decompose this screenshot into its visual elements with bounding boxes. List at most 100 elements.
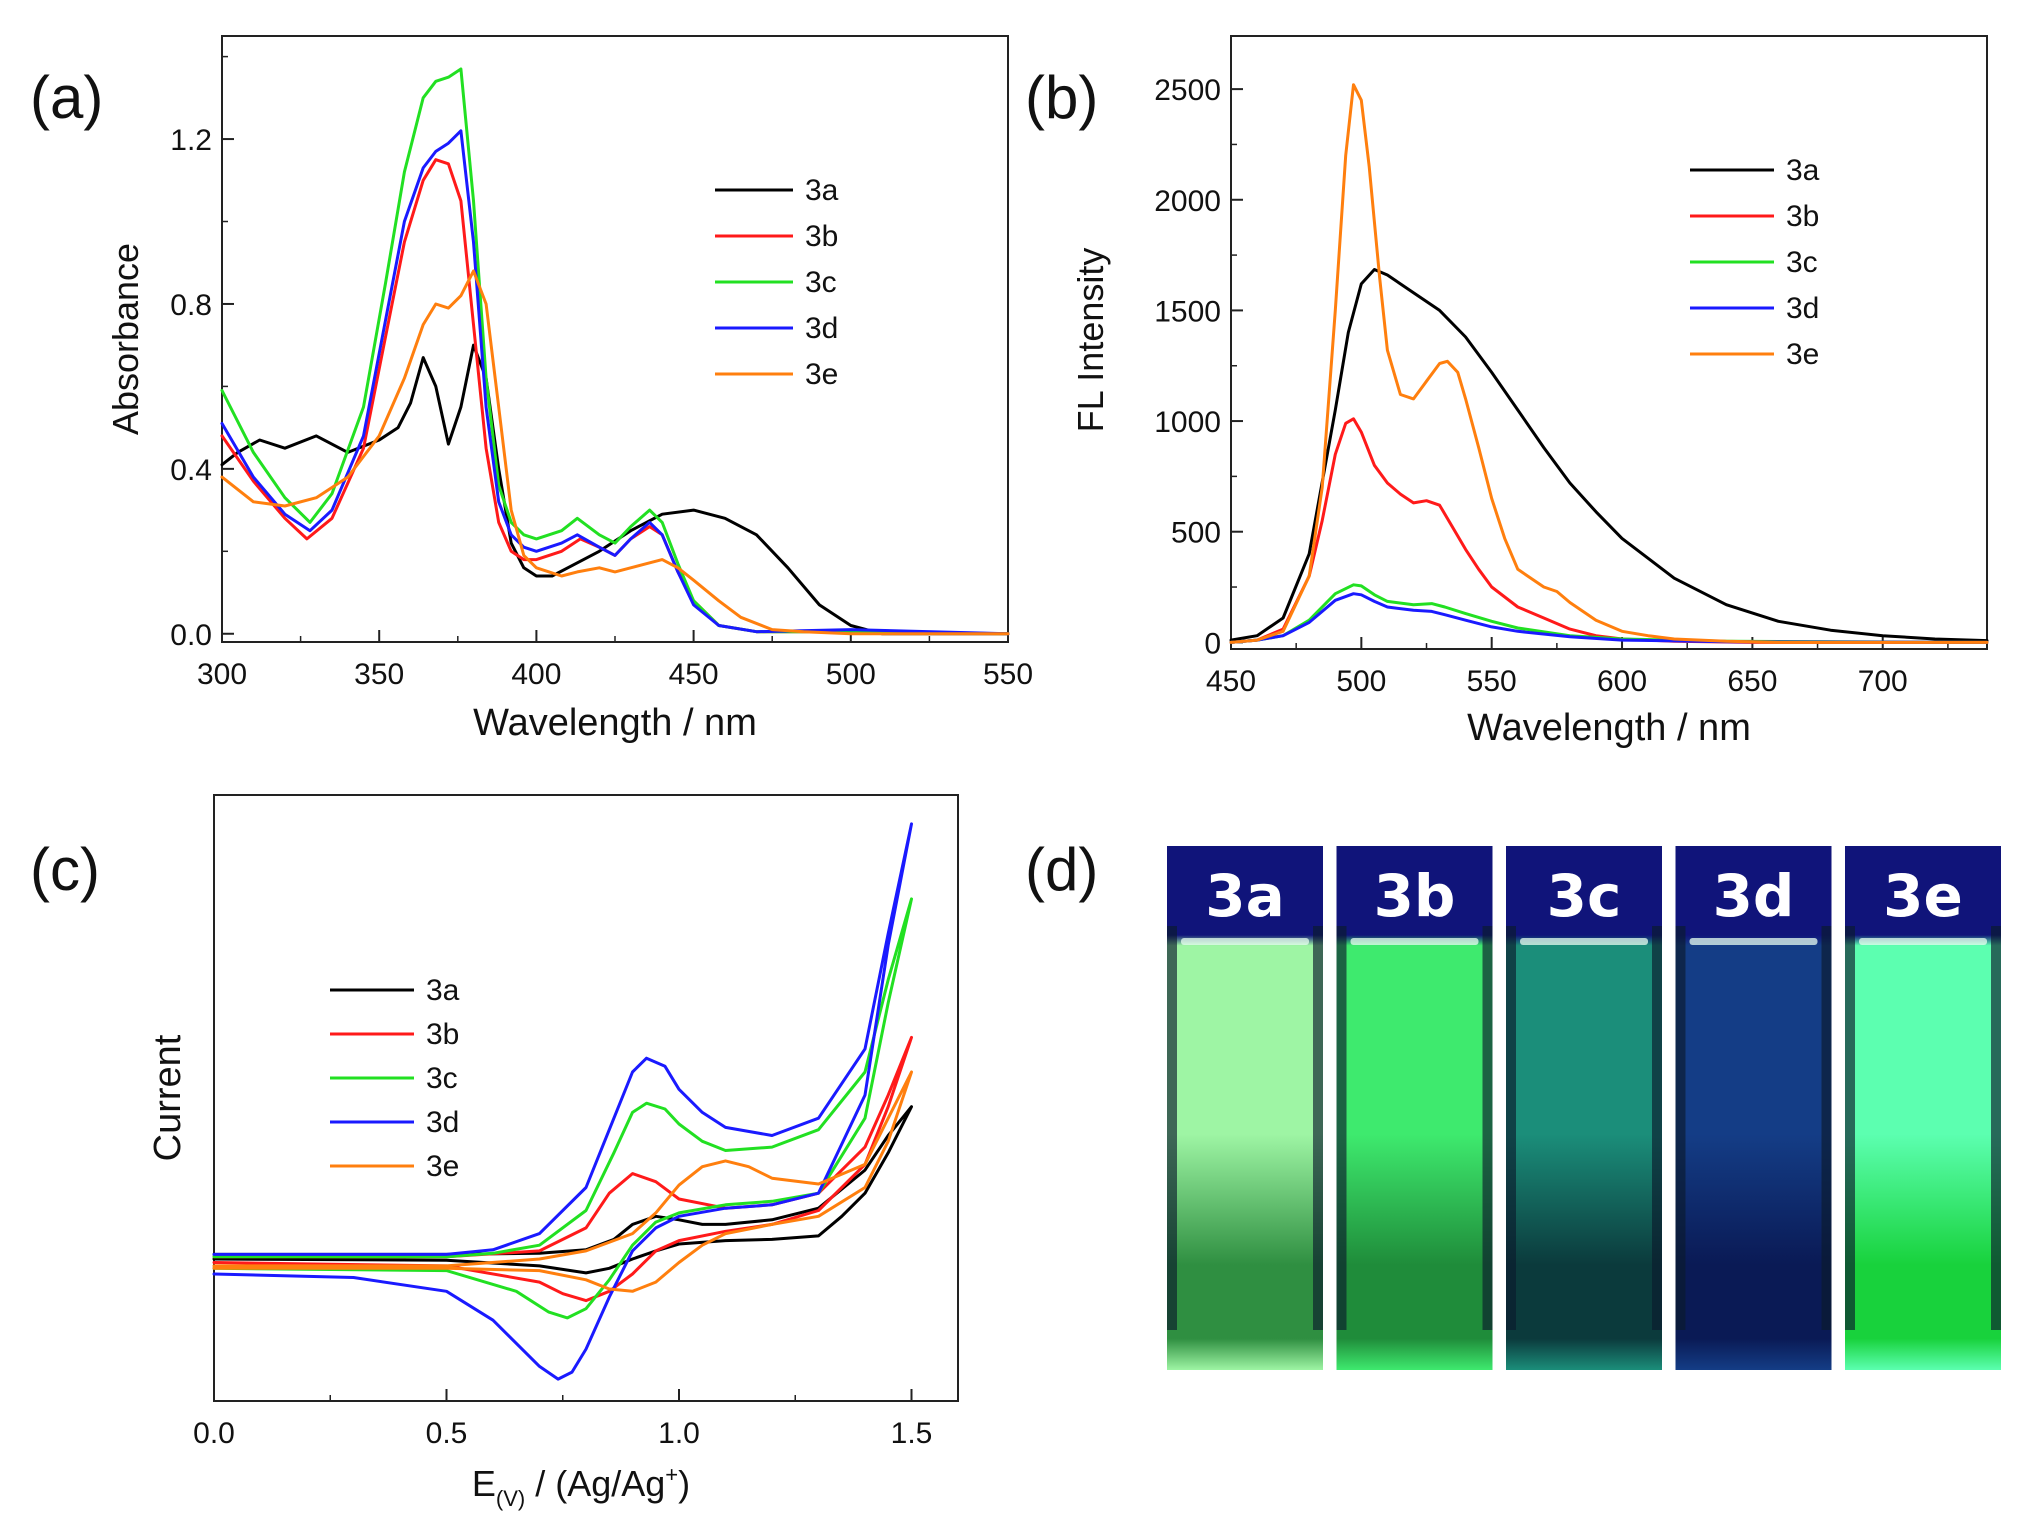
vial-label-3e: 3e xyxy=(1883,862,1963,930)
series-line-c-3a xyxy=(212,1105,913,1275)
vial-wall xyxy=(1991,926,2001,1330)
vial-3d: 3d xyxy=(1675,846,1832,1370)
vial-meniscus xyxy=(1520,938,1648,945)
vial-wall xyxy=(1336,926,1347,1330)
y-axis-label-a: Absorbance xyxy=(105,243,146,435)
vial-label-3c: 3c xyxy=(1547,862,1622,930)
series-lines-b xyxy=(1229,83,1989,644)
series-line-c-3b xyxy=(212,1035,913,1303)
x-axis-label-b: Wavelength / nm xyxy=(1467,707,1751,749)
vial-wall xyxy=(1845,926,1855,1330)
vial-wall xyxy=(1506,926,1516,1330)
series-line-a-3e xyxy=(220,269,1010,636)
x-tick-label-a: 550 xyxy=(983,658,1033,691)
vial-meniscus xyxy=(1350,938,1479,945)
x-tick-label-a: 450 xyxy=(669,658,719,691)
x-tick-label-c: 1.5 xyxy=(891,1417,933,1450)
vial-body xyxy=(1167,846,1323,1370)
x-tick-label-a: 350 xyxy=(354,658,404,691)
x-tick-label-a: 300 xyxy=(197,658,247,691)
x-tick-label-b: 650 xyxy=(1727,665,1777,698)
x-tick-label-c: 1.0 xyxy=(658,1417,700,1450)
series-line-a-3c xyxy=(220,67,1010,636)
series-line-c-3c xyxy=(212,897,913,1320)
y-tick-label-b: 500 xyxy=(1171,517,1221,550)
vial-wall xyxy=(1313,926,1323,1330)
series-line-c-3e xyxy=(212,1070,913,1293)
y-tick-label-a: 0.8 xyxy=(170,289,212,322)
x-tick-label-c: 0.5 xyxy=(426,1417,468,1450)
vial-wall xyxy=(1652,926,1662,1330)
plot-frame-c xyxy=(213,794,959,1402)
x-tick-label-b: 700 xyxy=(1858,665,1908,698)
series-line-b-3e xyxy=(1229,83,1989,644)
vial-wall xyxy=(1482,926,1493,1330)
legend-label-3d: 3d xyxy=(1786,292,1819,325)
vial-3c: 3c xyxy=(1506,846,1662,1370)
vial-wall xyxy=(1167,926,1177,1330)
legend-label-3b: 3b xyxy=(426,1018,459,1051)
legend-label-3d: 3d xyxy=(426,1106,459,1139)
y-axis-label-c: Current xyxy=(147,1034,189,1161)
x-axis-label-c: E(V) / (Ag/Ag+) xyxy=(472,1462,690,1511)
legend-label-3a: 3a xyxy=(426,974,460,1007)
series-lines-a xyxy=(220,67,1010,636)
x-tick-label-c: 0.0 xyxy=(193,1417,235,1450)
vial-meniscus xyxy=(1181,938,1309,945)
series-line-b-3d xyxy=(1229,592,1989,644)
panel-label-b: (b) xyxy=(1025,64,1098,131)
vial-label-3a: 3a xyxy=(1205,862,1285,930)
series-line-a-3d xyxy=(220,129,1010,636)
legend-label-3e: 3e xyxy=(805,358,838,391)
series-line-c-3d xyxy=(212,822,913,1381)
vial-body xyxy=(1675,846,1832,1370)
vial-body xyxy=(1336,846,1493,1370)
legend-label-3a: 3a xyxy=(805,174,839,207)
x-tick-label-a: 500 xyxy=(826,658,876,691)
y-tick-label-b: 0 xyxy=(1204,627,1221,660)
legend-label-3b: 3b xyxy=(805,220,838,253)
series-lines-c xyxy=(212,822,913,1381)
x-axis-label-a: Wavelength / nm xyxy=(473,702,757,744)
panel-a: (a) 300 350 400 450 500 550 0.0 0.4 0.8 1.2 Wavel… xyxy=(30,35,1033,744)
legend-label-3e: 3e xyxy=(1786,338,1819,371)
vial-label-3d: 3d xyxy=(1713,862,1795,930)
y-axis-label-b: FL Intensity xyxy=(1070,248,1111,433)
series-line-b-3b xyxy=(1229,417,1989,644)
y-tick-label-b: 2000 xyxy=(1154,185,1221,218)
legend-label-3a: 3a xyxy=(1786,154,1820,187)
x-tick-label-b: 600 xyxy=(1597,665,1647,698)
vial-body xyxy=(1506,846,1662,1370)
y-tick-label-b: 1000 xyxy=(1154,406,1221,439)
legend-label-3e: 3e xyxy=(426,1150,459,1183)
y-tick-label-a: 0.0 xyxy=(170,619,212,652)
plot-frame-b xyxy=(1230,35,1988,650)
y-tick-label-b: 1500 xyxy=(1154,295,1221,328)
y-tick-label-b: 2500 xyxy=(1154,74,1221,107)
vial-meniscus xyxy=(1859,938,1987,945)
series-line-a-3b xyxy=(220,158,1010,636)
vial-3e: 3e xyxy=(1845,846,2001,1370)
legend-b: 3a 3b 3c 3d 3e xyxy=(1690,154,1820,371)
x-tick-label-b: 550 xyxy=(1467,665,1517,698)
legend-label-3d: 3d xyxy=(805,312,838,345)
vial-label-3b: 3b xyxy=(1374,862,1456,930)
vial-meniscus xyxy=(1689,938,1818,945)
legend-label-3c: 3c xyxy=(426,1062,458,1095)
vial-wall xyxy=(1675,926,1686,1330)
x-tick-label-a: 400 xyxy=(511,658,561,691)
legend-label-3c: 3c xyxy=(805,266,837,299)
panel-label-d: (d) xyxy=(1025,836,1098,903)
plot-frame-a xyxy=(221,35,1009,643)
legend-label-3b: 3b xyxy=(1786,200,1819,233)
panel-label-c: (c) xyxy=(30,836,100,903)
x-tick-label-b: 450 xyxy=(1206,665,1256,698)
vial-wall xyxy=(1821,926,1832,1330)
legend-label-3c: 3c xyxy=(1786,246,1818,279)
panel-label-a: (a) xyxy=(30,64,103,131)
series-line-b-3a xyxy=(1229,268,1989,643)
vial-3a: 3a xyxy=(1167,846,1323,1370)
panel-b: (b) 450 500 550 600 650 700 0 500 1000 1500 2000 25… xyxy=(1025,35,1989,749)
legend-c: 3a 3b 3c 3d 3e xyxy=(330,974,460,1183)
